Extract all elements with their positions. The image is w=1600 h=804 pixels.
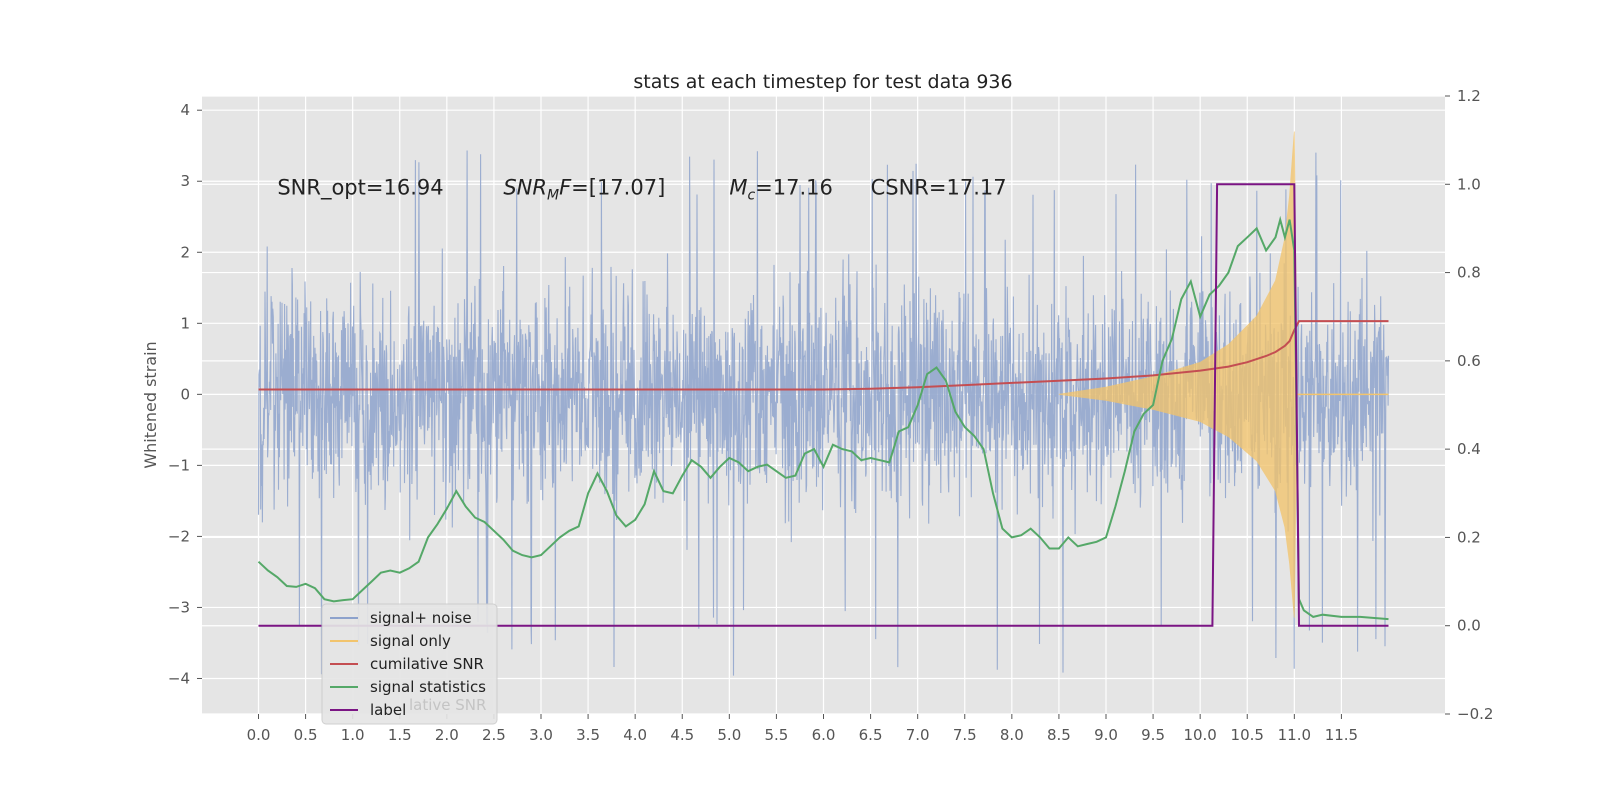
x-tick-label: 10.0 [1183,726,1216,744]
annotation: SNRMF=[17.07] [503,175,665,203]
x-tick-label: 6.0 [812,726,836,744]
annotation-subscript: c [747,187,755,203]
x-tick-label: 8.5 [1047,726,1071,744]
x-tick-label: 6.5 [859,726,883,744]
annotation-value: F=[17.07] [559,175,665,199]
annotations: SNR_opt=16.94 SNRMF=[17.07] Mc=17.16 CSNR=1… [277,175,1006,203]
series-cumilative-snr [258,320,1389,391]
x-tick-label: 3.5 [576,726,600,744]
y2-axis-ticks: 1.2 1.0 0.8 0.6 0.4 0.2 0.0 −0.2 [1445,87,1493,723]
annotation: SNR_opt=16.94 [277,175,443,200]
x-tick-label: 10.5 [1231,726,1264,744]
annotation-math-f: F [559,175,572,199]
x-tick-label: 4.5 [670,726,694,744]
x-tick-label: 2.5 [482,726,506,744]
x-tick-label: 1.5 [388,726,412,744]
y2-tick-label: 0.2 [1457,528,1481,546]
x-tick-label: 0.0 [247,726,271,744]
y2-tick-label: −0.2 [1457,705,1493,723]
x-tick-label: 5.5 [764,726,788,744]
y2-tick-label: 0.0 [1457,617,1481,635]
legend-entry-label: signal only [370,632,451,650]
y2-tick-label: 0.6 [1457,352,1481,370]
annotation-math: SNR [503,175,547,199]
legend-entry-label: label [370,701,406,719]
y-axis-ticks: 4 3 2 1 0 −1 −2 −3 −4 [168,101,202,687]
y-tick-label: 3 [180,172,190,190]
x-axis-ticks: 0.0 0.5 1.0 1.5 2.0 2.5 3.0 3.5 4.0 4.5 5.0 5.5 6.0 6… [247,714,1358,744]
x-tick-label: 0.5 [294,726,318,744]
y-tick-label: −2 [168,527,190,545]
y-tick-label: −3 [168,598,190,616]
series-label [258,183,1389,627]
series-signal-statistics [257,215,1389,621]
x-tick-label: 11.5 [1325,726,1358,744]
y-tick-label: −4 [168,669,190,687]
x-tick-label: 9.0 [1094,726,1118,744]
x-tick-label: 1.0 [341,726,365,744]
annotation: CSNR=17.17 [871,175,1007,199]
series-lines [257,183,1389,627]
y2-tick-label: 0.4 [1457,440,1481,458]
x-tick-label: 3.0 [529,726,553,744]
x-tick-label: 8.0 [1000,726,1024,744]
chart-title: stats at each timestep for test data 936 [633,71,1012,93]
legend-box [321,603,498,725]
x-tick-label: 7.0 [906,726,930,744]
legend: lative SNR signal+ noise signal only cumila… [321,603,498,725]
y2-tick-label: 1.0 [1457,175,1481,193]
y-tick-label: 0 [180,385,190,403]
y-axis-label: Whitened strain [141,341,160,468]
legend-ghost-text: lative SNR [409,696,486,714]
legend-entry-label: signal statistics [370,678,486,696]
y2-tick-label: 0.8 [1457,264,1481,282]
y2-tick-label: 1.2 [1457,87,1481,105]
y-tick-label: −1 [168,456,190,474]
annotation-subscript: M [547,187,559,203]
annotation-value: =17.16 [755,175,833,199]
annotation-rest: =[17.07] [571,175,665,199]
legend-entry-label: signal+ noise [370,609,472,627]
y-tick-label: 1 [180,314,190,332]
annotation: Mc=17.16 [729,175,833,203]
x-tick-label: 11.0 [1278,726,1311,744]
y-tick-label: 4 [180,101,190,119]
x-tick-label: 9.5 [1141,726,1165,744]
x-tick-label: 4.0 [623,726,647,744]
legend-entry-label: cumilative SNR [370,655,484,673]
x-tick-label: 7.5 [953,726,977,744]
x-tick-label: 5.0 [717,726,741,744]
annotation-math: M [729,175,747,199]
y-tick-label: 2 [180,243,190,261]
x-tick-label: 2.0 [435,726,459,744]
